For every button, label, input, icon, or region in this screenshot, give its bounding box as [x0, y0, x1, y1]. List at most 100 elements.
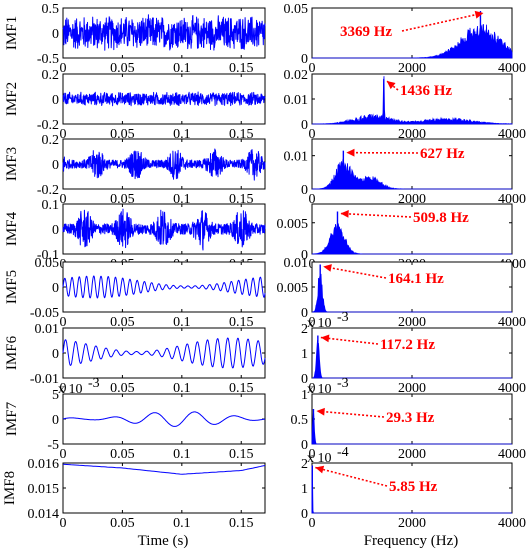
x-tick-label: 0.05 — [110, 381, 135, 396]
x-tick-label: 0.1 — [173, 516, 191, 531]
time-axis-label: Time (s) — [138, 533, 189, 549]
x-tick-label: 4000 — [498, 192, 526, 207]
imf8-time-panel: 0 0.05 0.1 0.15 0.014 0.015 0.016 IMF8 — [2, 457, 266, 531]
y-tick-label: 2 — [301, 457, 308, 472]
imf-label: IMF6 — [4, 335, 20, 370]
imf7-spectrum-area — [311, 411, 512, 445]
peak-annotation-arrowhead — [315, 465, 325, 474]
imf8-spectrum-area — [311, 476, 512, 514]
x-tick-label: 4000 — [498, 381, 526, 396]
imf2-spectrum-panel: 0 2000 4000 0 0.01 0.02 1436 Hz — [284, 68, 527, 142]
peak-annotation-arrowhead — [474, 10, 484, 19]
y-tick-label: 0.02 — [284, 68, 309, 83]
imf3-signal-line — [62, 148, 266, 181]
y-tick-label: 5 — [52, 388, 59, 403]
x-tick-label: 0 — [60, 516, 67, 531]
imf4-spectrum-area — [311, 223, 512, 255]
x-tick-label: 0.15 — [229, 447, 254, 462]
imf4-signal-line — [62, 208, 266, 251]
y-tick-label: 0 — [301, 183, 308, 198]
x-tick-label: 0.15 — [229, 315, 254, 330]
x-tick-label: 4000 — [498, 127, 526, 142]
peak-frequency-label: 29.3 Hz — [386, 410, 435, 426]
x-tick-label: 0 — [309, 516, 316, 531]
y-tick-label: -0.2 — [37, 118, 59, 133]
axis-exponent-label: x 10 — [307, 451, 332, 466]
imf-label: IMF4 — [4, 211, 20, 246]
y-tick-label: 0 — [52, 281, 59, 296]
axis-exponent-power: -4 — [337, 445, 349, 460]
y-tick-label: 0.014 — [28, 507, 60, 522]
x-tick-label: 0 — [309, 315, 316, 330]
imf8-signal-line — [62, 463, 266, 475]
y-tick-label: 0.5 — [291, 413, 309, 428]
x-tick-label: 0.05 — [110, 61, 135, 76]
imf5-spectrum-area — [312, 273, 512, 313]
x-tick-label: 0.05 — [110, 127, 135, 142]
imf5-spectrum-panel: 0 2000 4000 0 0.005 0.01 164.1 Hz — [277, 256, 527, 330]
x-tick-label: 4000 — [498, 315, 526, 330]
y-tick-label: 0.1 — [42, 198, 60, 213]
peak-frequency-label: 627 Hz — [420, 146, 465, 162]
x-tick-label: 4000 — [498, 61, 526, 76]
x-tick-label: 0.1 — [173, 381, 191, 396]
x-tick-label: 0 — [60, 127, 67, 142]
x-tick-label: 2000 — [398, 192, 426, 207]
x-tick-label: 0 — [309, 192, 316, 207]
y-tick-label: 0.015 — [28, 482, 60, 497]
y-tick-label: 2 — [301, 322, 308, 337]
imf7-signal-line — [62, 411, 266, 427]
peak-frequency-label: 509.8 Hz — [413, 210, 469, 226]
frequency-axis-label: Frequency (Hz) — [364, 533, 459, 549]
x-tick-label: 0 — [60, 381, 67, 396]
y-tick-label: -0.2 — [37, 183, 59, 198]
x-tick-label: 0.05 — [110, 192, 135, 207]
x-tick-label: 2000 — [398, 127, 426, 142]
peak-annotation-arrowhead — [316, 407, 325, 416]
y-tick-label: 0.01 — [284, 256, 309, 271]
y-tick-label: 0.005 — [277, 281, 309, 296]
y-tick-label: 0.016 — [28, 457, 60, 472]
y-tick-label: 0 — [52, 347, 59, 362]
imf1-signal-line — [62, 14, 266, 51]
spectrum-panel-frame-15 — [311, 393, 513, 445]
y-tick-label: 0 — [52, 223, 59, 238]
x-tick-label: 4000 — [498, 516, 526, 531]
x-tick-label: 0.15 — [229, 61, 254, 76]
x-tick-label: 2000 — [398, 516, 426, 531]
x-tick-label: 0 — [309, 381, 316, 396]
imf2-spectrum-area — [312, 76, 513, 125]
axis-exponent-power: -3 — [88, 376, 100, 391]
y-tick-label: 0.005 — [277, 217, 309, 232]
imf1-spectrum-panel: 0 2000 4000 0 0.05 3369 Hz — [284, 2, 527, 76]
y-tick-label: 0 — [301, 306, 308, 321]
x-tick-label: 2000 — [398, 447, 426, 462]
x-tick-label: 0.1 — [173, 127, 191, 142]
y-tick-label: 1 — [301, 388, 308, 403]
x-tick-label: 2000 — [398, 315, 426, 330]
y-tick-label: 0 — [52, 27, 59, 42]
imf7-spectrum-panel: 0 2000 4000 0 0.5 1 x 10 -3 29.3 Hz — [291, 376, 527, 462]
y-tick-label: 0 — [301, 52, 308, 67]
y-tick-label: 0.05 — [35, 256, 60, 271]
peak-annotation-arrow — [315, 466, 388, 487]
imf2-signal-line — [62, 91, 266, 107]
imf-label: IMF5 — [4, 270, 20, 304]
imf6-spectrum-area — [312, 340, 512, 379]
x-tick-label: 0.15 — [229, 127, 254, 142]
peak-frequency-label: 5.85 Hz — [389, 479, 438, 495]
imf-label: IMF2 — [4, 82, 20, 116]
peak-frequency-label: 3369 Hz — [340, 24, 392, 40]
x-tick-label: 0 — [309, 127, 316, 142]
imf3-spectrum-area — [312, 158, 512, 190]
peak-annotation-arrow — [323, 265, 387, 279]
y-tick-label: -0.1 — [37, 248, 59, 263]
y-tick-label: 0 — [301, 372, 308, 387]
x-tick-label: 4000 — [498, 447, 526, 462]
x-tick-label: 0.1 — [173, 61, 191, 76]
